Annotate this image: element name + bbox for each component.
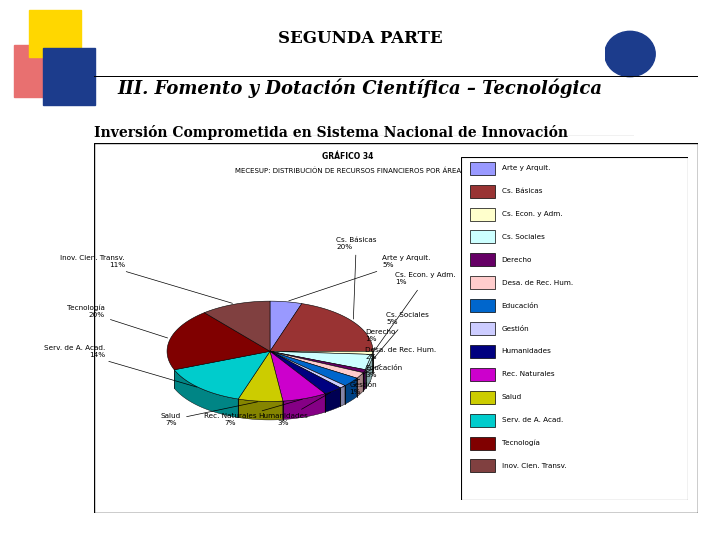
Text: Derecho: Derecho [502,257,532,263]
Polygon shape [270,352,341,394]
Text: Gestión: Gestión [502,326,529,332]
Text: Educación
3%: Educación 3% [354,364,402,381]
Text: Cs. Sociales
5%: Cs. Sociales 5% [372,312,429,360]
Polygon shape [167,313,270,370]
Text: Cs. Sociales: Cs. Sociales [502,234,544,240]
Bar [470,207,495,220]
Text: Rec. Naturales: Rec. Naturales [502,372,554,377]
Bar [470,162,495,175]
Bar [470,276,495,289]
Text: Inversión Comprometida en Sistema Nacional de Innovación: Inversión Comprometida en Sistema Nacion… [94,125,567,140]
Text: Inov. Cien. Transv.: Inov. Cien. Transv. [502,463,566,469]
Text: Serv. de A. Acad.
14%: Serv. de A. Acad. 14% [44,345,197,387]
Polygon shape [270,352,357,386]
Polygon shape [325,388,341,412]
Text: Cs. Básicas: Cs. Básicas [502,188,542,194]
Bar [470,460,495,472]
Text: Arte y Arquit.
5%: Arte y Arquit. 5% [289,255,431,301]
Text: Salud
7%: Salud 7% [161,402,258,427]
Polygon shape [270,352,366,373]
Text: Cs. Econ. y Adm.
1%: Cs. Econ. y Adm. 1% [374,272,456,350]
Polygon shape [238,399,283,420]
Polygon shape [357,373,363,397]
Bar [470,231,495,244]
Polygon shape [283,394,325,420]
Text: Arte y Arquit.: Arte y Arquit. [502,165,550,171]
Text: Humanidades: Humanidades [502,348,552,354]
Polygon shape [270,352,373,370]
Polygon shape [366,354,373,388]
Bar [470,414,495,427]
Text: SEGUNDA PARTE: SEGUNDA PARTE [278,30,442,46]
Circle shape [605,31,655,77]
Bar [43,48,95,105]
Polygon shape [270,352,345,388]
Polygon shape [270,352,373,354]
Text: Humanidades
3%: Humanidades 3% [258,393,330,427]
Text: Educación: Educación [502,302,539,309]
Text: Salud: Salud [502,394,522,400]
Text: Tecnología
20%: Tecnología 20% [67,305,168,338]
Text: Inov. Cien. Transv.
11%: Inov. Cien. Transv. 11% [60,255,233,303]
Polygon shape [363,370,366,391]
Text: Derecho
1%: Derecho 1% [365,329,395,369]
Bar [470,299,495,312]
Bar [470,322,495,335]
Bar [14,45,52,97]
Text: Tecnología: Tecnología [502,440,539,447]
Bar [29,10,81,57]
Polygon shape [204,301,270,352]
Bar [470,368,495,381]
Text: III. Fomento y Dotación Científica – Tecnológica: III. Fomento y Dotación Científica – Tec… [117,78,603,98]
Polygon shape [238,352,283,401]
Text: Serv. de A. Acad.: Serv. de A. Acad. [502,417,563,423]
Bar [470,436,495,450]
Text: Cs. Econ. y Adm.: Cs. Econ. y Adm. [502,211,562,217]
Polygon shape [270,352,325,401]
Text: Cs. Básicas
20%: Cs. Básicas 20% [336,237,377,319]
Polygon shape [174,352,270,399]
Text: Desa. de Rec. Hum.
2%: Desa. de Rec. Hum. 2% [363,347,436,374]
Text: MECESUP: DISTRIBUCIÓN DE RECURSOS FINANCIEROS POR ÁREA: MECESUP: DISTRIBUCIÓN DE RECURSOS FINANC… [235,167,461,174]
Polygon shape [341,386,345,406]
Polygon shape [174,370,238,417]
Text: Desa. de Rec. Hum.: Desa. de Rec. Hum. [502,280,572,286]
Polygon shape [270,301,302,352]
Text: Rec. Naturales
7%: Rec. Naturales 7% [204,399,302,427]
Polygon shape [270,352,363,378]
Text: Gestión
1%: Gestión 1% [343,382,377,395]
Bar [470,185,495,198]
Text: GRÁFICO 34: GRÁFICO 34 [322,152,373,161]
Polygon shape [345,378,357,404]
Bar [470,253,495,266]
Polygon shape [270,303,373,352]
Bar [470,391,495,404]
Bar [470,345,495,358]
